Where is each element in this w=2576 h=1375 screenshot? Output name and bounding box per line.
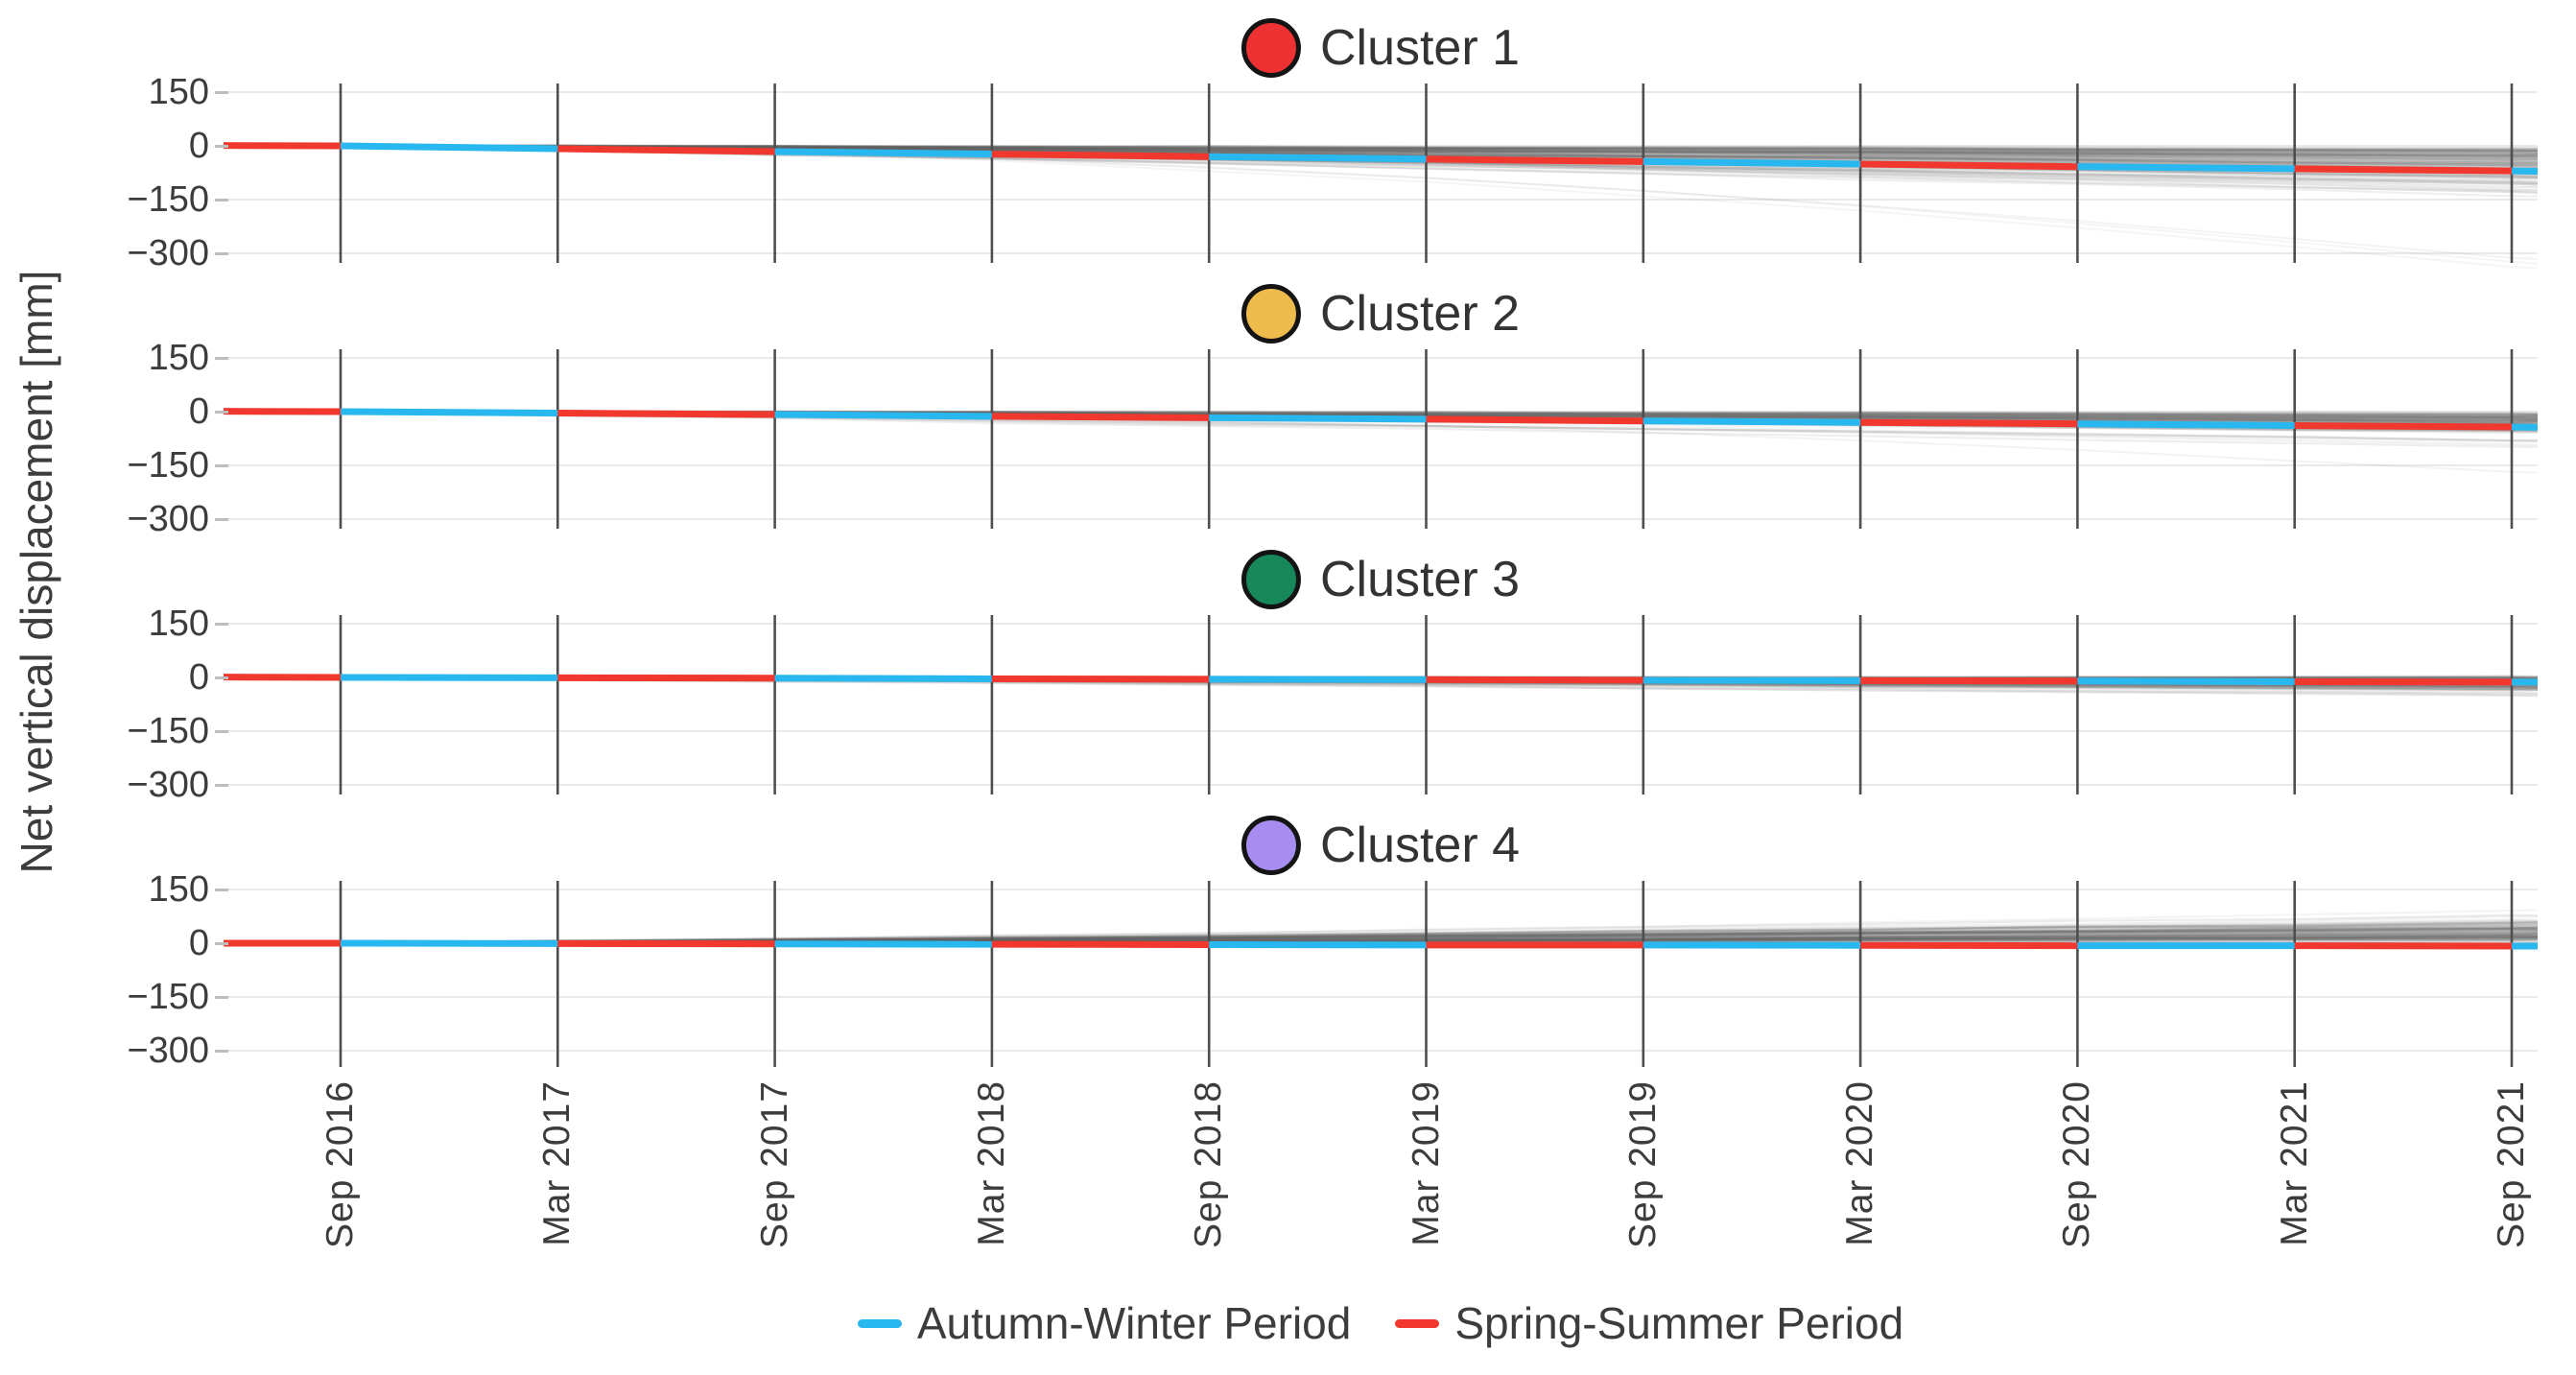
y-tick-mark (215, 784, 228, 787)
y-tick-label: 150 (148, 338, 209, 378)
x-tick-label: Sep 2021 (2491, 1080, 2532, 1248)
cluster-title-label: Cluster 3 (1319, 552, 1521, 607)
ensemble-lines (224, 909, 2538, 946)
y-tick-label: 150 (148, 869, 209, 910)
cluster-4-title: Cluster 4 (1241, 816, 1520, 875)
x-tick-label: Sep 2020 (2056, 1080, 2098, 1248)
cluster-3-plot (224, 615, 2538, 794)
x-tick-label: Sep 2018 (1188, 1080, 1230, 1248)
cluster-title-label: Cluster 4 (1319, 818, 1521, 873)
y-tick-label: −150 (127, 977, 209, 1017)
y-tick-mark (215, 411, 228, 414)
legend-label: Spring-Summer Period (1454, 1298, 1904, 1348)
y-tick-label: −300 (127, 1031, 209, 1071)
cluster-1-title: Cluster 1 (1241, 18, 1520, 78)
legend-item-autumn-winter: Autumn-Winter Period (857, 1297, 1352, 1349)
x-tick-label: Mar 2017 (536, 1080, 579, 1246)
y-tick-mark (215, 889, 228, 891)
legend-item-spring-summer: Spring-Summer Period (1395, 1297, 1903, 1349)
cluster-2-title: Cluster 2 (1241, 284, 1520, 344)
x-tick-label: Sep 2019 (1621, 1080, 1664, 1248)
cluster-1-plot (224, 83, 2538, 270)
y-tick-label: −300 (127, 233, 209, 273)
cluster-title-label: Cluster 1 (1319, 20, 1521, 76)
cluster-3-title: Cluster 3 (1241, 550, 1520, 609)
x-tick-label: Mar 2021 (2273, 1080, 2315, 1246)
median-line (224, 939, 2538, 950)
x-tick-label: Sep 2017 (753, 1080, 795, 1248)
y-tick-label: 0 (188, 923, 209, 963)
y-tick-label: 0 (188, 657, 209, 698)
y-tick-mark (215, 518, 228, 521)
y-tick-mark (215, 199, 228, 202)
cluster-2-plot (224, 349, 2538, 529)
y-tick-label: 150 (148, 72, 209, 112)
y-tick-mark (215, 145, 228, 148)
y-tick-mark (215, 623, 228, 626)
cluster-2-marker-icon (1241, 284, 1301, 344)
y-tick-mark (215, 252, 228, 255)
y-tick-mark (215, 996, 228, 999)
cluster-1-marker-icon (1241, 18, 1301, 78)
y-tick-mark (215, 464, 228, 467)
x-tick-label: Mar 2019 (1405, 1080, 1447, 1246)
y-tick-mark (215, 942, 228, 945)
y-tick-mark (215, 1050, 228, 1053)
y-tick-mark (215, 91, 228, 94)
y-tick-label: 0 (188, 391, 209, 432)
cluster-4-marker-icon (1241, 816, 1301, 875)
y-tick-label: −150 (127, 711, 209, 751)
median-line (224, 142, 2538, 176)
autumn-winter-swatch-icon (857, 1318, 902, 1328)
median-line (224, 408, 2538, 431)
y-tick-mark (215, 676, 228, 679)
x-tick-label: Mar 2018 (970, 1080, 1012, 1246)
legend: Autumn-Winter Period Spring-Summer Period (224, 1297, 2538, 1349)
cluster-4-plot (224, 881, 2538, 1067)
y-tick-label: −300 (127, 499, 209, 539)
y-tick-label: −300 (127, 765, 209, 805)
y-tick-label: −150 (127, 445, 209, 486)
y-tick-mark (215, 730, 228, 733)
y-tick-mark (215, 357, 228, 360)
x-tick-label: Sep 2016 (319, 1080, 361, 1248)
median-line (224, 674, 2538, 686)
legend-label: Autumn-Winter Period (916, 1298, 1352, 1348)
y-tick-label: −150 (127, 179, 209, 220)
y-tick-label: 150 (148, 604, 209, 644)
y-tick-label: 0 (188, 126, 209, 166)
ensemble-lines (224, 144, 2538, 270)
cluster-title-label: Cluster 2 (1319, 286, 1521, 342)
x-tick-label: Mar 2020 (1839, 1080, 1881, 1246)
cluster-3-marker-icon (1241, 550, 1301, 609)
spring-summer-swatch-icon (1395, 1318, 1440, 1328)
